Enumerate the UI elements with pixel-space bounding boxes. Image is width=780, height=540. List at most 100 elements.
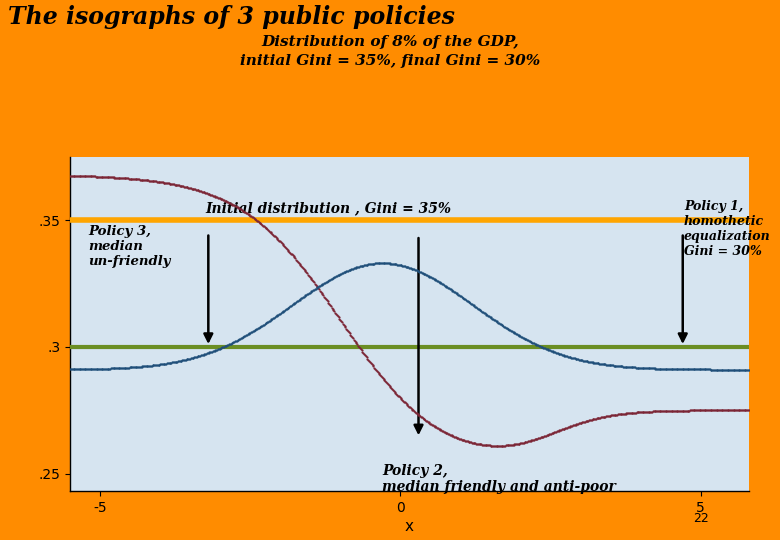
- Point: [668, 407, 680, 415]
- Point: [87, 172, 99, 181]
- Point: [608, 361, 620, 370]
- Point: [707, 365, 719, 374]
- Point: [377, 259, 389, 267]
- Point: [602, 361, 615, 369]
- Point: [379, 259, 392, 267]
- Point: [303, 289, 315, 298]
- Point: [422, 272, 434, 280]
- Point: [360, 260, 373, 269]
- Point: [637, 363, 650, 372]
- Point: [564, 353, 576, 362]
- Point: [87, 364, 99, 373]
- Point: [299, 266, 311, 274]
- Point: [295, 294, 307, 303]
- Point: [73, 365, 85, 374]
- Point: [483, 441, 495, 450]
- Point: [650, 364, 662, 373]
- Point: [427, 421, 439, 429]
- Point: [590, 359, 603, 368]
- Point: [337, 268, 349, 277]
- Point: [720, 365, 732, 374]
- Point: [155, 178, 168, 186]
- Point: [183, 354, 195, 363]
- Point: [295, 261, 307, 270]
- Point: [562, 352, 574, 361]
- Point: [498, 323, 511, 332]
- Point: [687, 406, 700, 415]
- Point: [463, 437, 476, 446]
- Point: [629, 408, 642, 417]
- Point: [283, 247, 296, 256]
- Point: [615, 410, 628, 418]
- Point: [477, 308, 489, 316]
- Point: [371, 259, 384, 268]
- Point: [658, 364, 670, 373]
- Point: [185, 184, 197, 193]
- Point: [654, 407, 667, 415]
- Point: [482, 441, 495, 450]
- Point: [667, 364, 679, 373]
- Point: [399, 398, 411, 407]
- Point: [382, 259, 395, 268]
- Point: [278, 306, 291, 314]
- Point: [581, 416, 594, 425]
- Point: [416, 413, 428, 422]
- Point: [497, 441, 509, 450]
- Point: [471, 440, 484, 448]
- Point: [434, 425, 446, 434]
- Point: [632, 408, 644, 417]
- Point: [442, 284, 455, 292]
- Point: [109, 173, 122, 182]
- Point: [670, 407, 682, 415]
- Point: [412, 410, 424, 419]
- Point: [730, 365, 743, 374]
- Point: [220, 197, 232, 206]
- Point: [410, 408, 422, 417]
- Point: [103, 364, 115, 373]
- Point: [149, 177, 161, 186]
- Point: [711, 365, 724, 374]
- Point: [510, 440, 523, 449]
- Point: [207, 347, 220, 355]
- Point: [705, 365, 718, 374]
- Point: [626, 363, 638, 372]
- Point: [351, 263, 363, 272]
- Point: [714, 406, 727, 415]
- Point: [251, 325, 264, 333]
- Point: [577, 418, 590, 427]
- Point: [610, 410, 622, 419]
- Point: [543, 430, 555, 438]
- Point: [262, 318, 275, 326]
- Point: [692, 406, 704, 415]
- Point: [505, 327, 518, 335]
- Point: [595, 413, 608, 422]
- Point: [722, 365, 735, 374]
- Point: [278, 241, 290, 250]
- Point: [267, 314, 279, 322]
- Point: [549, 428, 562, 436]
- Point: [679, 365, 691, 374]
- Point: [93, 364, 105, 373]
- Point: [64, 171, 76, 180]
- Point: [661, 364, 673, 373]
- Point: [89, 364, 101, 373]
- Point: [726, 406, 739, 415]
- Point: [723, 406, 736, 415]
- Point: [200, 349, 213, 357]
- Point: [487, 441, 499, 450]
- Point: [690, 406, 702, 415]
- Point: [125, 363, 137, 372]
- Point: [466, 438, 478, 447]
- Point: [359, 261, 371, 269]
- Point: [177, 182, 190, 191]
- Point: [135, 176, 147, 184]
- Point: [445, 286, 458, 294]
- Point: [299, 292, 311, 300]
- Point: [554, 426, 566, 435]
- Point: [134, 362, 147, 371]
- Point: [170, 357, 183, 366]
- Point: [466, 301, 479, 309]
- Point: [419, 416, 431, 424]
- Point: [161, 179, 174, 188]
- Point: [345, 332, 357, 340]
